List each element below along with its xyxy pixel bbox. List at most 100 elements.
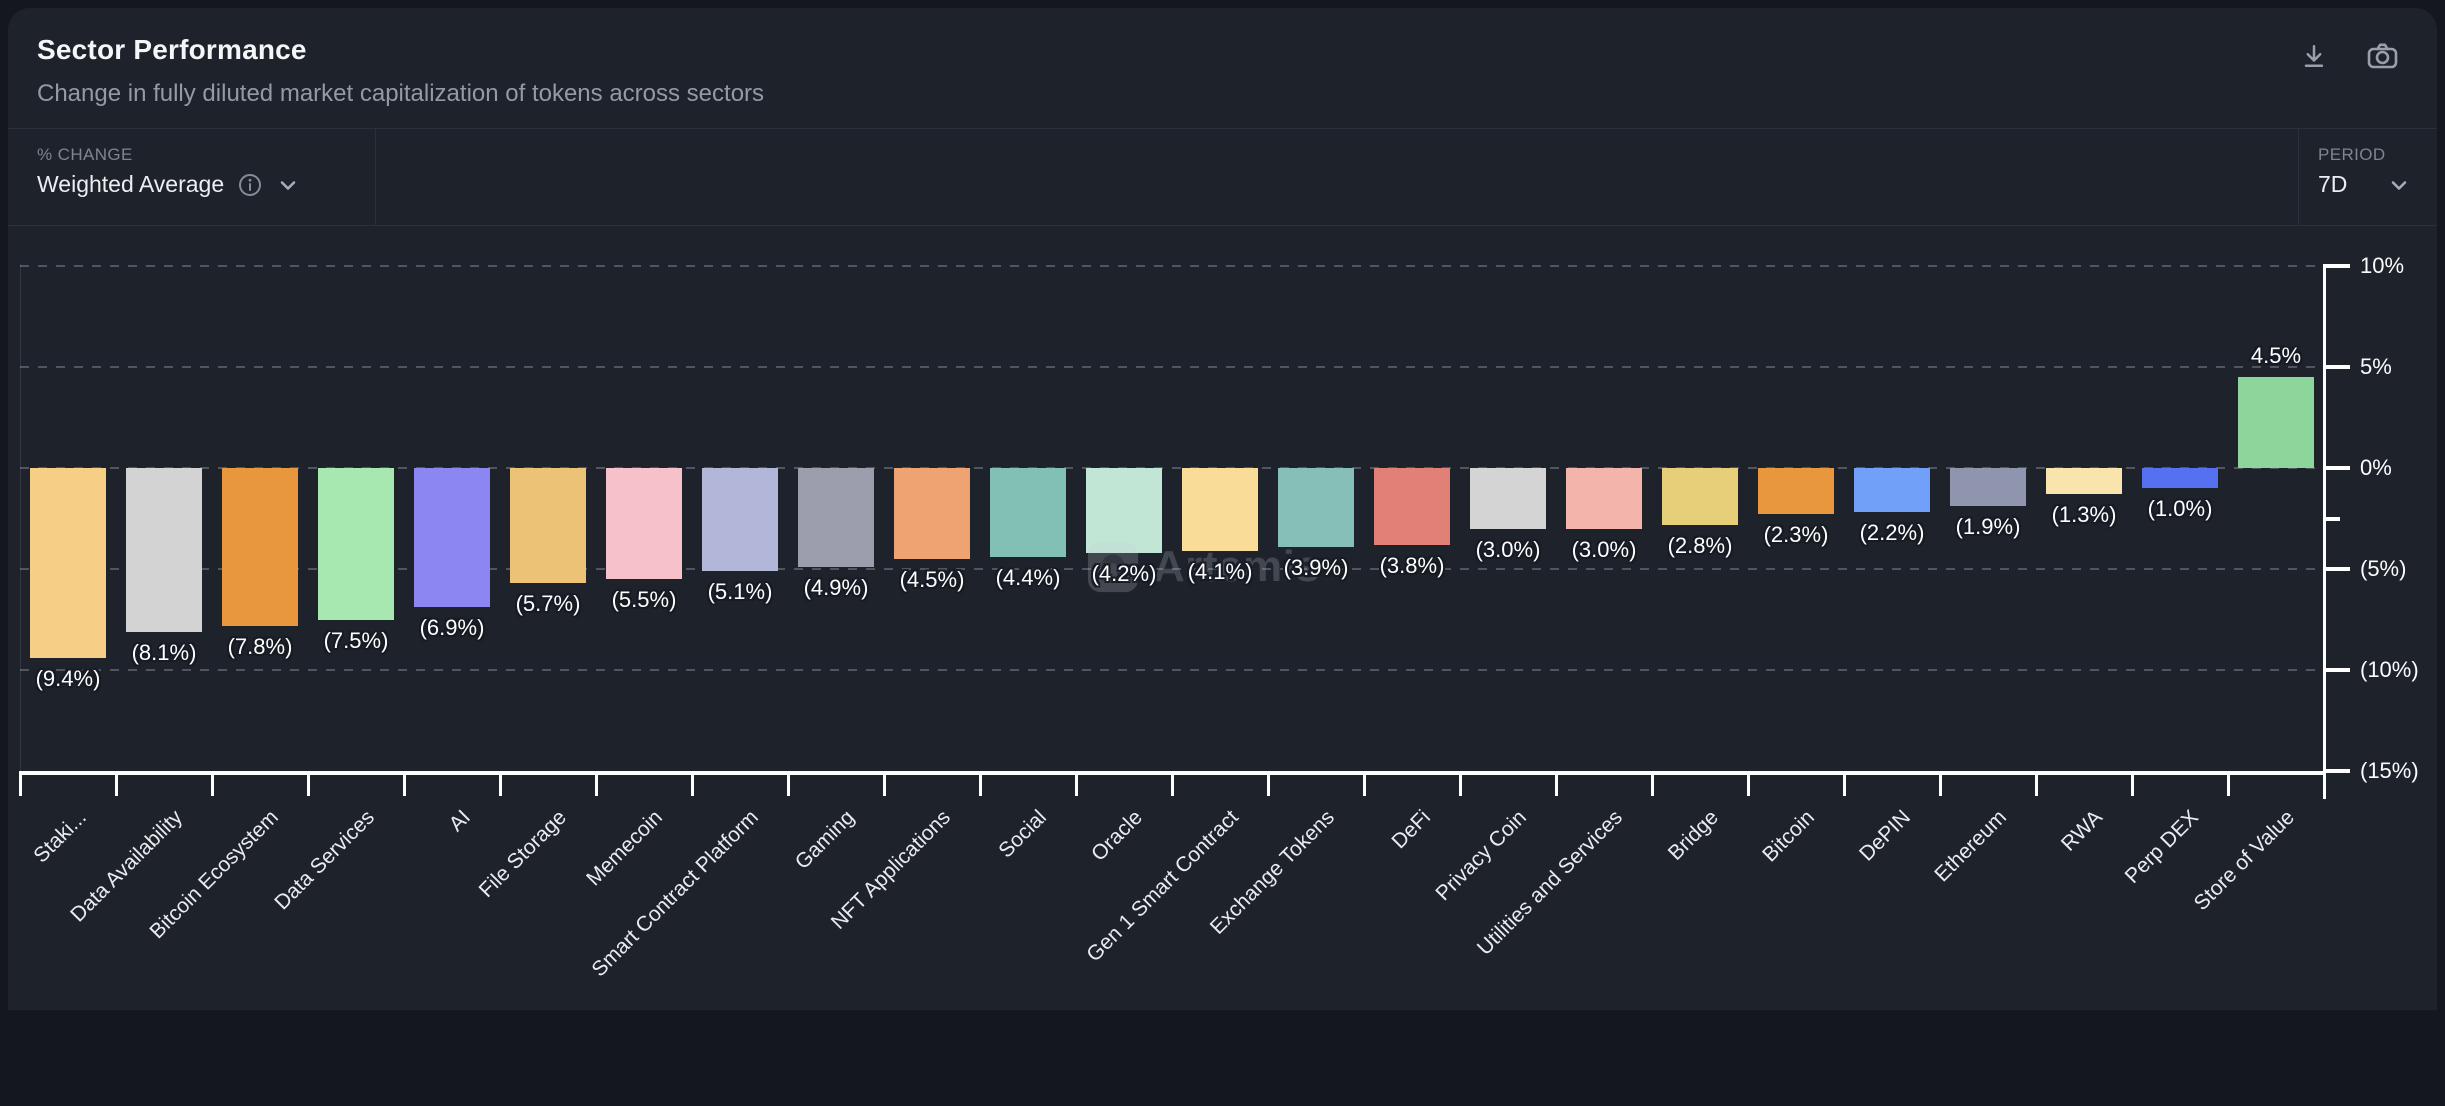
bar[interactable] [1758, 468, 1834, 514]
period-select[interactable]: PERIOD 7D [2298, 129, 2437, 225]
bar-value-label: (5.1%) [707, 579, 773, 604]
x-axis-tick [883, 771, 886, 796]
sector-performance-panel: Sector Performance Change in fully dilut… [8, 8, 2437, 1010]
screenshot-button[interactable] [2360, 34, 2405, 78]
axis-layer: 10% 5% 0% (5%) (10%) (15%) Staki... Data Availa… [8, 224, 2437, 1010]
metric-select[interactable]: % CHANGE Weighted Average [8, 129, 376, 225]
y-axis-label: (5%) [2360, 556, 2407, 581]
bar-value-label: (4.9%) [803, 575, 869, 600]
gridline [20, 568, 2323, 570]
x-axis-tick [1651, 771, 1654, 796]
y-axis-tick [2326, 365, 2350, 369]
bar[interactable] [894, 468, 970, 559]
y-axis-line [2323, 264, 2326, 799]
bar[interactable] [2142, 468, 2218, 488]
bar-value-label: (9.4%) [35, 666, 101, 691]
x-axis-tick [595, 771, 598, 796]
bar-value-label: (2.3%) [1763, 522, 1829, 547]
bar[interactable] [222, 468, 298, 626]
x-axis-tick [1555, 771, 1558, 796]
bar[interactable] [1662, 468, 1738, 525]
chart-toolbar: % CHANGE Weighted Average PERIOD 7D [8, 129, 2437, 226]
x-axis-tick [787, 771, 790, 796]
y-axis-label: 10% [2360, 253, 2405, 278]
bar-value-label: (3.9%) [1283, 555, 1349, 580]
y-axis-tick [2326, 264, 2350, 268]
bar-value-label: (1.0%) [2147, 496, 2213, 521]
gridline [20, 669, 2323, 671]
bar-value-label: (6.9%) [419, 615, 485, 640]
bar[interactable] [606, 468, 682, 579]
x-axis-tick [1939, 771, 1942, 796]
x-axis-tick [2227, 771, 2230, 796]
bar-value-label: (4.1%) [1187, 559, 1253, 584]
bar[interactable] [798, 468, 874, 567]
x-axis-tick [115, 771, 118, 796]
bar[interactable] [1470, 468, 1546, 529]
y-axis-label: (15%) [2360, 758, 2419, 783]
metric-select-value: Weighted Average [37, 171, 225, 197]
x-axis-tick [307, 771, 310, 796]
artemis-logo-icon [1087, 541, 1139, 593]
x-axis-tick [499, 771, 502, 796]
y-axis-label: (10%) [2360, 657, 2419, 682]
bar[interactable] [2046, 468, 2122, 494]
x-axis-tick [19, 771, 22, 796]
bar[interactable] [990, 468, 1066, 557]
x-axis-tick [1459, 771, 1462, 796]
x-axis-tick [1267, 771, 1270, 796]
bar[interactable] [318, 468, 394, 620]
x-axis-tick [1747, 771, 1750, 796]
watermark: Artemis [1086, 540, 1320, 594]
bar[interactable] [510, 468, 586, 583]
bar-value-label: (4.2%) [1091, 561, 1157, 586]
chevron-down-icon [280, 180, 296, 190]
period-select-label: PERIOD [2318, 145, 2386, 164]
panel-header: Sector Performance Change in fully dilut… [8, 8, 2437, 129]
y-axis-tick [2326, 769, 2350, 773]
bar[interactable] [2238, 377, 2314, 468]
info-icon[interactable] [238, 173, 262, 197]
bar-value-label: (7.8%) [227, 634, 293, 659]
bar-value-label: (2.8%) [1667, 533, 1733, 558]
download-button[interactable] [2294, 36, 2334, 76]
y-axis-tick [2326, 668, 2350, 672]
bar[interactable] [1086, 468, 1162, 553]
bar[interactable] [30, 468, 106, 658]
gridline [20, 366, 2323, 368]
page-title: Sector Performance [37, 34, 307, 65]
header-actions [2294, 34, 2405, 78]
bar-value-label: (3.0%) [1475, 537, 1541, 562]
bar[interactable] [126, 468, 202, 632]
bar-value-label: (5.7%) [515, 591, 581, 616]
bar[interactable] [414, 468, 490, 607]
value-label-layer: (9.4%) (8.1%) (7.8%) (7.5%) (6.9%) (5.7%) (5.5… [8, 224, 2437, 1010]
bar-value-label: (1.9%) [1955, 514, 2021, 539]
bar[interactable] [1566, 468, 1642, 529]
bar[interactable] [702, 468, 778, 571]
bar-value-label: (3.0%) [1571, 537, 1637, 562]
bar[interactable] [1278, 468, 1354, 547]
bar[interactable] [1182, 468, 1258, 551]
y-axis-tick [2326, 567, 2350, 571]
gridline-layer [8, 224, 2437, 1010]
bar-layer [8, 224, 2437, 1010]
gridline [20, 265, 2323, 267]
bar[interactable] [1950, 468, 2026, 506]
bar[interactable] [1854, 468, 1930, 512]
bar-value-label: (7.5%) [323, 628, 389, 653]
y-axis-label: 5% [2360, 354, 2392, 379]
x-axis-tick [1363, 771, 1366, 796]
y-axis-minor-tick [2326, 517, 2340, 521]
bar-value-label: (4.4%) [995, 565, 1061, 590]
x-axis-tick [211, 771, 214, 796]
bar-value-label: (4.5%) [899, 567, 965, 592]
x-axis-tick [403, 771, 406, 796]
x-axis-tick [1843, 771, 1846, 796]
x-axis-tick [2035, 771, 2038, 796]
bar[interactable] [1374, 468, 1450, 545]
y-axis-tick [2326, 466, 2350, 470]
x-axis-tick [1075, 771, 1078, 796]
metric-select-label: % CHANGE [37, 145, 133, 164]
download-icon [2304, 44, 2324, 68]
